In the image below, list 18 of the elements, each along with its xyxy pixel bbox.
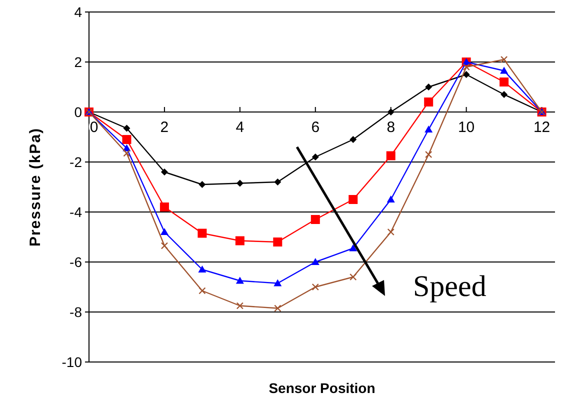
x-tick-label: 4 <box>236 119 244 136</box>
x-tick-label: 0 <box>90 119 98 136</box>
y-tick-label: 4 <box>74 4 82 20</box>
y-axis-title: Pressure (kPa) <box>27 127 44 247</box>
x-tick-label: 2 <box>160 119 169 136</box>
y-tick-label: -2 <box>70 154 82 170</box>
y-tick-label: 2 <box>74 54 82 70</box>
x-tick-label: 6 <box>311 119 320 136</box>
y-tick-label: -6 <box>70 254 82 270</box>
y-tick-label: -4 <box>70 204 82 220</box>
y-tick-label: 0 <box>74 104 82 120</box>
y-tick-label: -10 <box>62 354 82 370</box>
x-axis-title: Sensor Position <box>268 380 376 396</box>
y-tick-label: -8 <box>70 304 82 320</box>
x-tick-label: 12 <box>533 119 550 136</box>
annotation: Speed <box>413 270 486 303</box>
x-tick-label: 8 <box>386 119 396 136</box>
x-tick-label: 10 <box>458 119 475 136</box>
